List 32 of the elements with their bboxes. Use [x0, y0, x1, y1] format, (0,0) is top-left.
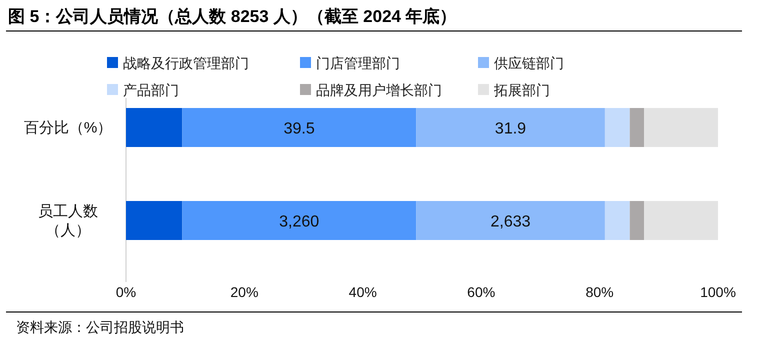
bar [416, 108, 605, 147]
legend-label: 门店管理部门 [316, 55, 400, 71]
chart-title: 图 5：公司人员情况（总人数 8253 人）（截至 2024 年底） [8, 7, 457, 26]
y-tick-label: 百分比（%） [24, 120, 112, 136]
y-tick-label: 员工人数（人） [38, 203, 98, 239]
bar [630, 201, 644, 240]
bar [126, 108, 182, 147]
legend-label: 品牌及用户增长部门 [316, 82, 442, 98]
legend-label: 产品部门 [123, 82, 179, 98]
bar [604, 108, 630, 147]
bar [630, 108, 644, 147]
x-tick-label: 80% [586, 284, 614, 300]
legend-label: 战略及行政管理部门 [123, 55, 249, 71]
bar [416, 201, 605, 240]
x-tick-label: 20% [230, 284, 258, 300]
text: 资料来源：公司招股说明书 [16, 319, 184, 335]
x-tick-label: 0% [116, 284, 136, 300]
bar [644, 201, 718, 240]
bar [182, 108, 416, 147]
annotation: 2,633 [490, 214, 531, 230]
data-label: 31.9 [494, 120, 526, 138]
legend-label: 拓展部门 [493, 82, 550, 98]
bar [604, 201, 630, 240]
bar [182, 201, 416, 240]
bar [644, 108, 718, 147]
data-label: 39.5 [284, 120, 315, 138]
legend-label: 供应链部门 [494, 55, 564, 71]
x-tick-label: 40% [348, 284, 377, 300]
x-tick-label: 60% [467, 284, 496, 300]
x-tick-label: 100% [700, 284, 736, 300]
bar [126, 201, 182, 240]
annotation: 3,260 [279, 214, 320, 230]
